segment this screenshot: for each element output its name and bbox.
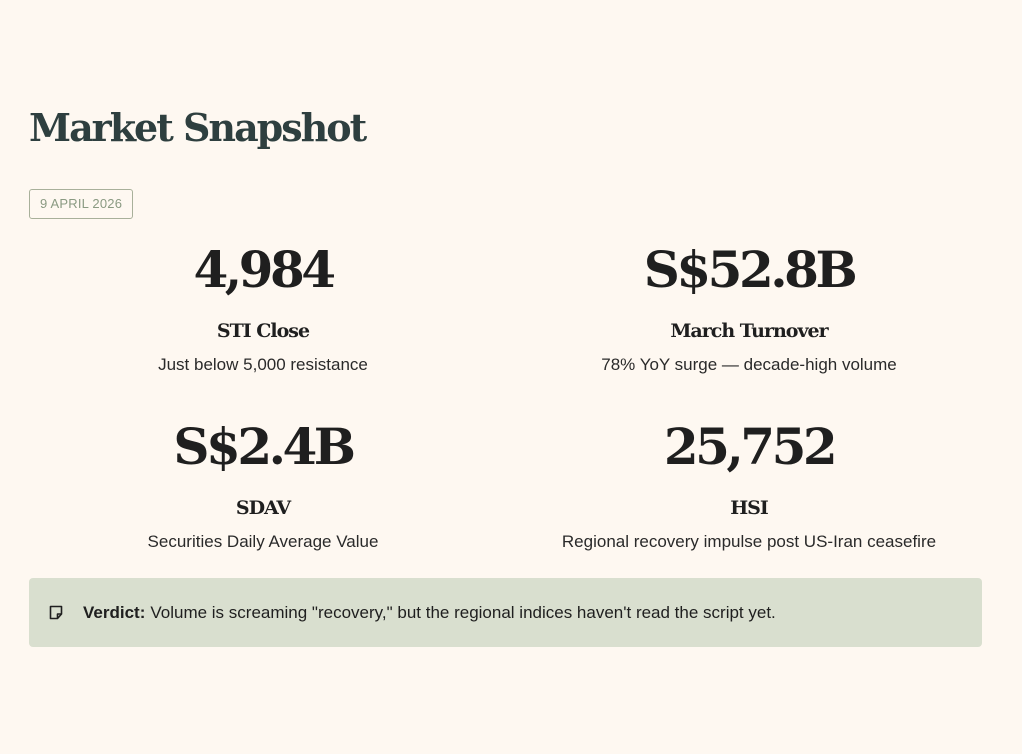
- metric-description: Just below 5,000 resistance: [158, 355, 368, 374]
- note-icon: [49, 605, 63, 620]
- metric-description: 78% YoY surge — decade-high volume: [601, 355, 897, 374]
- metric-label: STI Close: [216, 320, 310, 342]
- date-badge: 9 APRIL 2026: [29, 189, 134, 219]
- metric-value: S$2.4B: [173, 417, 356, 476]
- verdict-label: Verdict:: [83, 602, 146, 622]
- metric-sti-close: 4,984 STI Close Just below 5,000 resista…: [28, 240, 498, 376]
- metric-description: Securities Daily Average Value: [147, 532, 379, 551]
- metric-value: S$52.8B: [643, 240, 858, 299]
- page-title: Market Snapshot: [29, 105, 367, 150]
- metric-value: 4,984: [193, 240, 336, 299]
- metric-label: March Turnover: [670, 320, 828, 342]
- metric-sdav: S$2.4B SDAV Securities Daily Average Val…: [28, 417, 498, 553]
- metric-label: SDAV: [235, 497, 291, 519]
- verdict-text: Volume is screaming "recovery," but the …: [150, 602, 776, 622]
- verdict-callout: Verdict: Volume is screaming "recovery,"…: [29, 578, 982, 647]
- metric-value: 25,752: [663, 417, 838, 476]
- metric-label: HSI: [730, 497, 769, 519]
- metric-hsi: 25,752 HSI Regional recovery impulse pos…: [514, 417, 984, 553]
- metric-description: Regional recovery impulse post US-Iran c…: [561, 532, 937, 551]
- metric-march-turnover: S$52.8B March Turnover 78% YoY surge — d…: [514, 240, 984, 376]
